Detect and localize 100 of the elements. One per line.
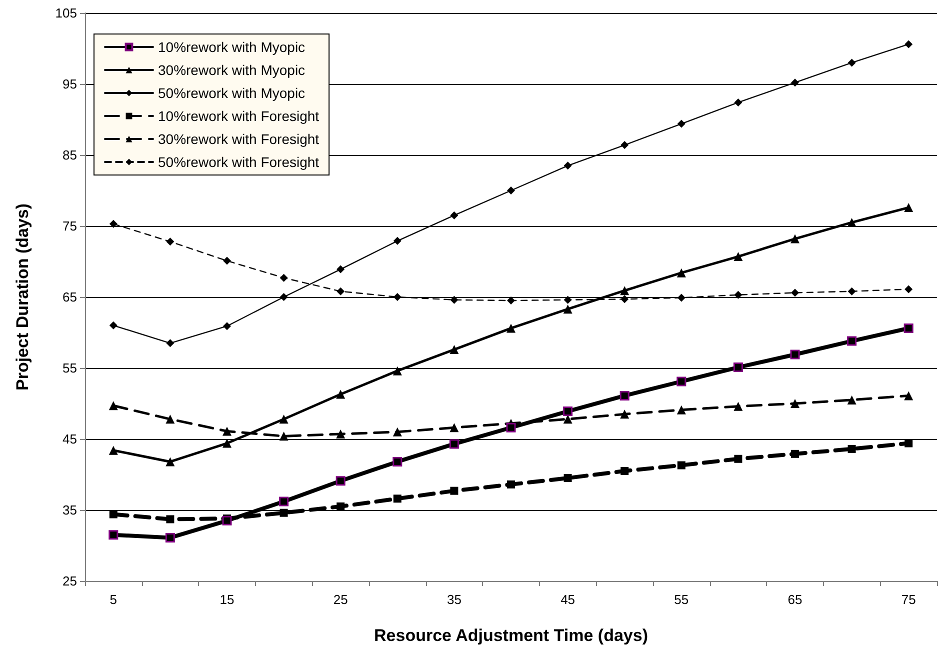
point [507,480,515,488]
point [506,422,516,432]
x-tick-label: 75 [901,592,916,607]
legend-label: 10%rework with Foresight [158,108,320,124]
point [847,218,856,227]
point [336,287,345,296]
y-tick-label: 25 [62,574,77,588]
point [620,390,630,400]
point [166,238,174,246]
point [450,423,459,432]
legend-label: 50%rework with Foresight [158,154,320,170]
point [109,510,118,518]
point [904,285,913,294]
point [677,120,686,128]
point [676,405,686,414]
point [223,322,231,330]
point [336,430,346,439]
point [734,402,743,411]
point [676,376,686,386]
point [847,395,856,404]
point [336,476,346,486]
y-tick-label: 105 [55,6,77,20]
x-tick-label: 55 [674,592,689,607]
point [336,265,345,274]
point [564,162,572,170]
point [791,78,799,87]
point [109,321,118,330]
x-tick-label: 45 [560,592,576,607]
point [677,461,686,470]
x-tick-label: 15 [220,592,234,607]
point [280,508,288,517]
x-tick-label: 65 [788,592,802,607]
point [677,294,686,302]
x-tick-label: 5 [110,592,118,607]
point [848,287,856,296]
point [166,515,174,524]
point [222,516,232,526]
point [109,220,118,228]
point [450,296,458,304]
point [734,290,742,299]
point [620,141,629,150]
y-tick-label: 35 [62,502,77,518]
point [222,426,232,436]
legend-label: 10%rework with Myopic [158,39,306,55]
point [507,296,515,305]
point [450,211,458,220]
point [791,288,799,297]
point [904,40,913,48]
point [449,439,459,449]
point [676,268,686,278]
point [734,98,742,106]
point [393,494,402,503]
point [223,256,231,265]
y-axis-title: Project Duration (days) [13,203,32,391]
point [393,236,402,245]
point [620,286,630,296]
point [564,474,572,482]
point [904,203,914,212]
point [507,186,515,194]
point [280,293,288,301]
point [904,323,914,333]
point [620,410,630,419]
point [620,466,629,475]
point [279,414,288,424]
point [791,450,799,458]
point [222,438,232,448]
point [620,295,629,304]
x-tick-label: 25 [333,592,348,607]
y-tick-label: 55 [62,360,77,376]
point [848,58,856,67]
point [848,444,856,453]
x-axis-title: Resource Adjustment Time (days) [374,626,648,645]
x-tick-label: 35 [446,592,462,607]
point [336,502,345,510]
legend-label: 30%rework with Myopic [158,62,306,78]
point [166,339,174,348]
point [563,406,573,416]
point [279,496,289,506]
y-tick-label: 65 [62,290,77,304]
point [733,362,743,372]
point [904,439,913,448]
point [564,296,572,304]
legend-label: 30%rework with Foresight [158,131,320,147]
point [108,530,118,540]
point [280,274,288,282]
point [790,234,800,244]
point [279,432,288,441]
y-tick-label: 75 [62,218,77,234]
point [392,366,402,376]
point [392,427,402,436]
point [336,390,346,399]
point [165,532,175,542]
legend-label: 50%rework with Myopic [158,85,306,101]
point [450,345,459,354]
point [450,486,458,495]
y-tick-label: 85 [62,148,77,162]
point [790,399,800,408]
point [734,454,742,463]
point [108,446,118,455]
y-tick-label: 95 [62,76,77,92]
